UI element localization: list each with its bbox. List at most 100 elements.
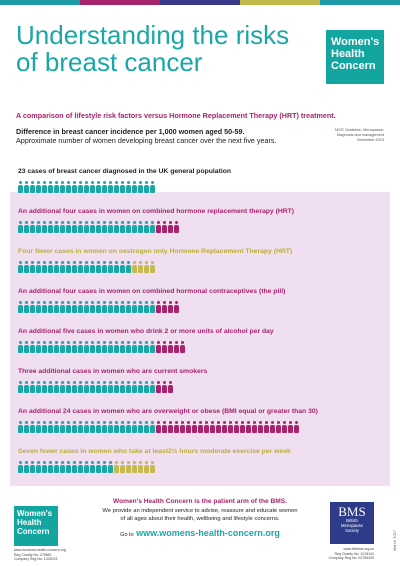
logo-line: Health: [331, 48, 365, 60]
woman-teal-icon: [84, 461, 89, 473]
woman-teal-icon: [90, 461, 95, 473]
woman-teal-icon: [42, 261, 47, 273]
woman-pink-icon: [156, 341, 161, 353]
woman-pink-icon: [162, 381, 167, 393]
woman-teal-icon: [24, 381, 29, 393]
woman-teal-icon: [42, 181, 47, 193]
woman-teal-icon: [120, 421, 125, 433]
woman-teal-icon: [24, 181, 29, 193]
woman-teal-icon: [24, 461, 29, 473]
woman-pink-icon: [228, 421, 233, 433]
woman-teal-icon: [78, 341, 83, 353]
woman-teal-icon: [72, 461, 77, 473]
whc-website[interactable]: www.womens-health-concern.org: [14, 548, 66, 552]
woman-teal-icon: [54, 341, 59, 353]
nice-line: Diagnosis and management: [336, 133, 384, 137]
woman-teal-icon: [138, 381, 143, 393]
woman-teal-icon: [42, 341, 47, 353]
pictogram-row: [18, 301, 179, 313]
woman-olive-icon: [114, 461, 119, 473]
woman-pink-icon: [240, 421, 245, 433]
woman-teal-icon: [66, 341, 71, 353]
woman-teal-icon: [48, 261, 53, 273]
woman-teal-icon: [108, 221, 113, 233]
woman-teal-icon: [24, 421, 29, 433]
woman-teal-icon: [72, 421, 77, 433]
woman-teal-icon: [126, 341, 131, 353]
logo-line: Concern: [17, 527, 50, 536]
woman-teal-icon: [138, 341, 143, 353]
woman-teal-icon: [144, 301, 149, 313]
top-stripe-navy: [160, 0, 240, 5]
woman-teal-icon: [18, 301, 23, 313]
footer-message: Women's Health Concern is the patient ar…: [90, 498, 310, 538]
bms-website[interactable]: www.thebms.org.uk: [343, 547, 374, 551]
woman-teal-icon: [30, 261, 35, 273]
woman-teal-icon: [108, 421, 113, 433]
woman-pink-icon: [216, 421, 221, 433]
woman-teal-icon: [90, 381, 95, 393]
woman-teal-icon: [54, 261, 59, 273]
bms-logo-text: BMS: [338, 504, 366, 519]
woman-teal-icon: [96, 181, 101, 193]
woman-teal-icon: [132, 421, 137, 433]
woman-pink-icon: [198, 421, 203, 433]
woman-teal-icon: [108, 381, 113, 393]
woman-teal-icon: [36, 341, 41, 353]
footer-body: We provide an independent service to adv…: [90, 508, 310, 523]
woman-teal-icon: [108, 301, 113, 313]
row-label: An additional 24 cases in women who are …: [18, 408, 318, 415]
woman-teal-icon: [72, 301, 77, 313]
woman-teal-icon: [138, 181, 143, 193]
woman-teal-icon: [96, 341, 101, 353]
woman-teal-icon: [132, 301, 137, 313]
row-label: Four fewer cases in women on oestrogen o…: [18, 248, 293, 255]
woman-teal-icon: [84, 341, 89, 353]
woman-teal-icon: [60, 421, 65, 433]
woman-teal-icon: [36, 181, 41, 193]
woman-olive-icon: [150, 461, 155, 473]
row-label: 23 cases of breast cancer diagnosed in t…: [18, 168, 232, 175]
pictogram-row: [18, 381, 173, 393]
woman-teal-icon: [60, 221, 65, 233]
woman-teal-icon: [72, 381, 77, 393]
woman-teal-icon: [54, 421, 59, 433]
woman-teal-icon: [66, 421, 71, 433]
woman-teal-icon: [54, 381, 59, 393]
woman-teal-icon: [96, 461, 101, 473]
title-line-1: Understanding the risks: [16, 20, 290, 50]
woman-pink-icon: [162, 421, 167, 433]
woman-teal-icon: [18, 261, 23, 273]
woman-teal-icon: [84, 181, 89, 193]
woman-teal-icon: [132, 181, 137, 193]
woman-teal-icon: [42, 461, 47, 473]
woman-teal-icon: [72, 181, 77, 193]
whc-charity-no: Reg Charity No: 279651: [14, 552, 52, 557]
woman-teal-icon: [78, 261, 83, 273]
woman-olive-icon: [144, 261, 149, 273]
woman-teal-icon: [138, 421, 143, 433]
woman-teal-icon: [18, 421, 23, 433]
pictogram-row: [18, 341, 185, 353]
woman-pink-icon: [162, 341, 167, 353]
woman-olive-icon: [132, 461, 137, 473]
pictogram-row: [18, 421, 299, 433]
woman-teal-icon: [72, 341, 77, 353]
whc-url-link[interactable]: www.womens-health-concern.org: [136, 528, 280, 538]
woman-teal-icon: [54, 221, 59, 233]
row-label: An additional five cases in women who dr…: [18, 328, 274, 335]
woman-teal-icon: [108, 181, 113, 193]
row-label: Three additional cases in women who are …: [18, 368, 208, 375]
woman-teal-icon: [108, 461, 113, 473]
woman-teal-icon: [30, 381, 35, 393]
woman-pink-icon: [180, 341, 185, 353]
logo-line: Health: [17, 518, 42, 527]
woman-pink-icon: [258, 421, 263, 433]
woman-teal-icon: [78, 221, 83, 233]
woman-teal-icon: [96, 381, 101, 393]
woman-pink-icon: [186, 421, 191, 433]
woman-teal-icon: [60, 461, 65, 473]
woman-teal-icon: [150, 221, 155, 233]
woman-teal-icon: [114, 261, 119, 273]
bms-logo: BMS British Menopause Society: [330, 502, 374, 544]
